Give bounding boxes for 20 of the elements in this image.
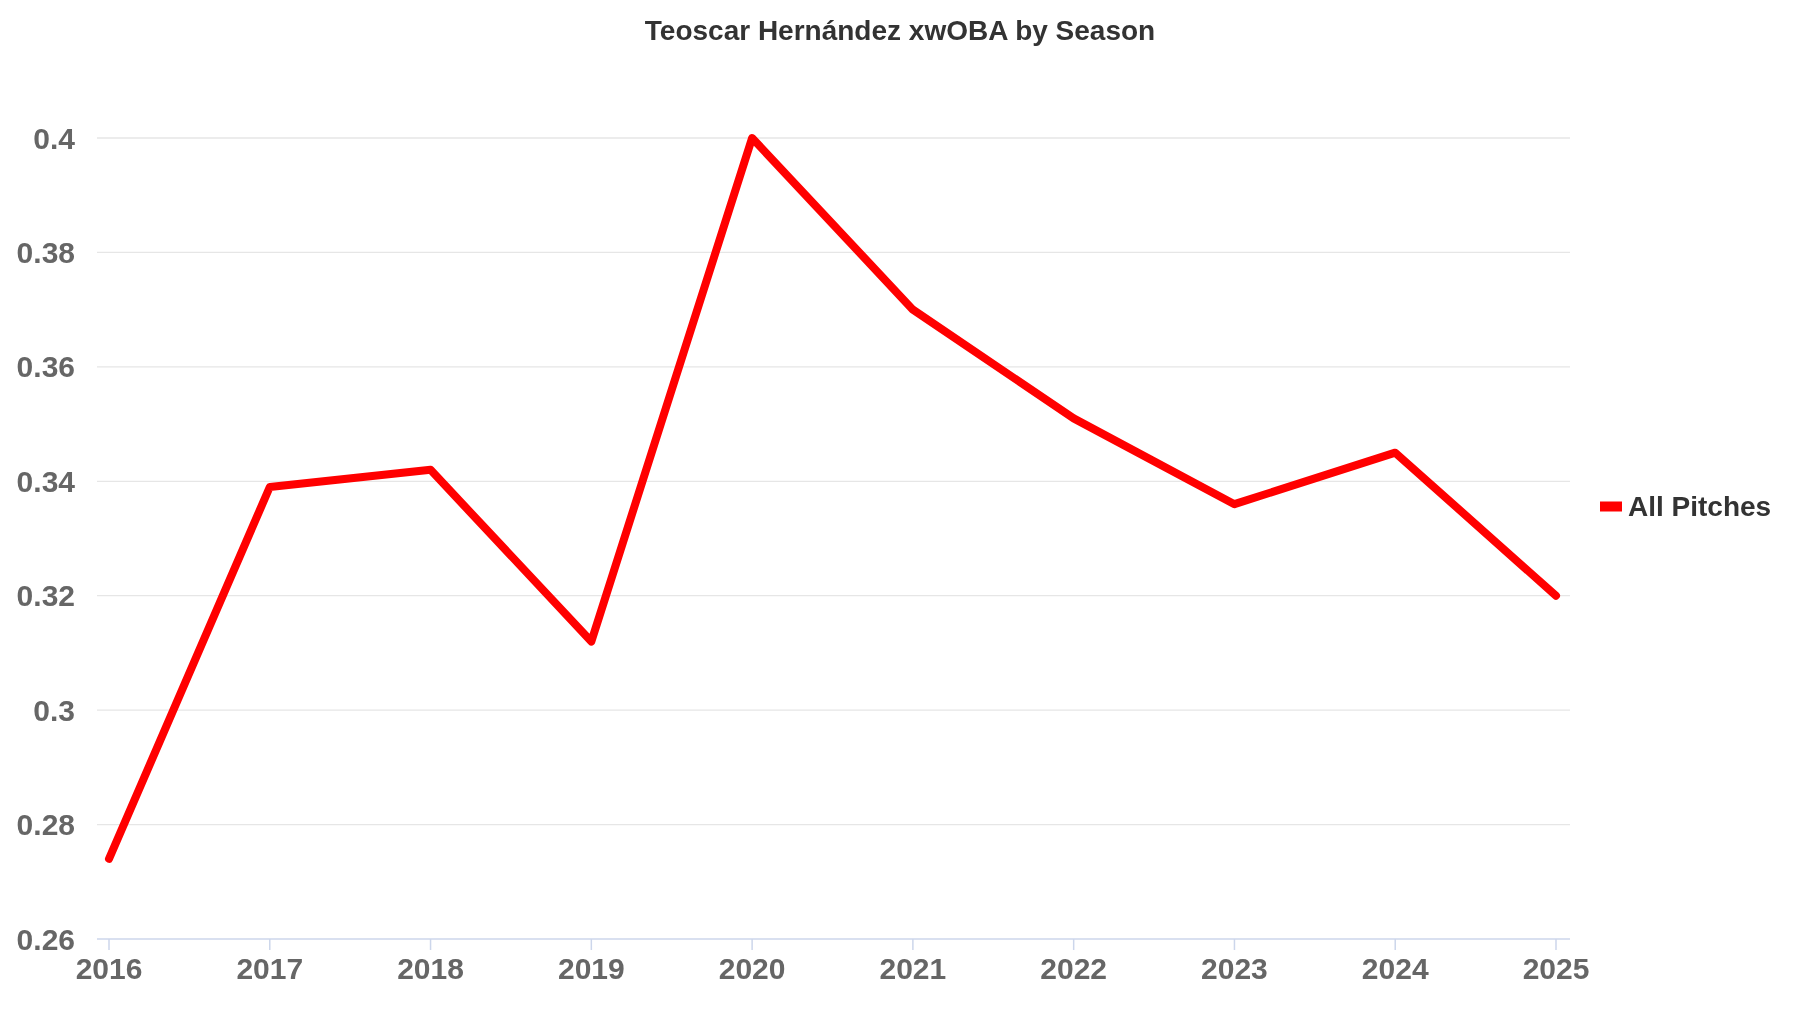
x-tick-label: 2024 [1361, 952, 1429, 985]
y-tick-label: 0.34 [16, 464, 76, 498]
x-tick-label: 2025 [1522, 952, 1590, 985]
x-tick-label: 2018 [397, 952, 464, 985]
x-tick-label: 2023 [1201, 952, 1268, 985]
y-tick-label: 0.32 [16, 579, 75, 613]
chart-title: Teoscar Hernández xwOBA by Season [644, 15, 1156, 46]
x-tick-label: 2017 [236, 952, 304, 985]
x-tick-label: 2019 [557, 952, 625, 985]
y-tick-label: 0.36 [16, 350, 75, 384]
y-tick-label: 0.38 [16, 235, 75, 269]
y-tick-label: 0.28 [16, 808, 75, 842]
legend-label: All Pitches [1628, 491, 1772, 523]
x-tick-label: 2021 [879, 952, 947, 985]
y-tick-label: 0.4 [33, 121, 76, 155]
y-tick-label: 0.26 [16, 922, 75, 956]
x-tick-label: 2020 [718, 952, 786, 985]
y-tick-label: 0.3 [33, 693, 75, 727]
x-tick-label: 2022 [1040, 952, 1108, 985]
x-tick-label: 2016 [75, 952, 143, 985]
